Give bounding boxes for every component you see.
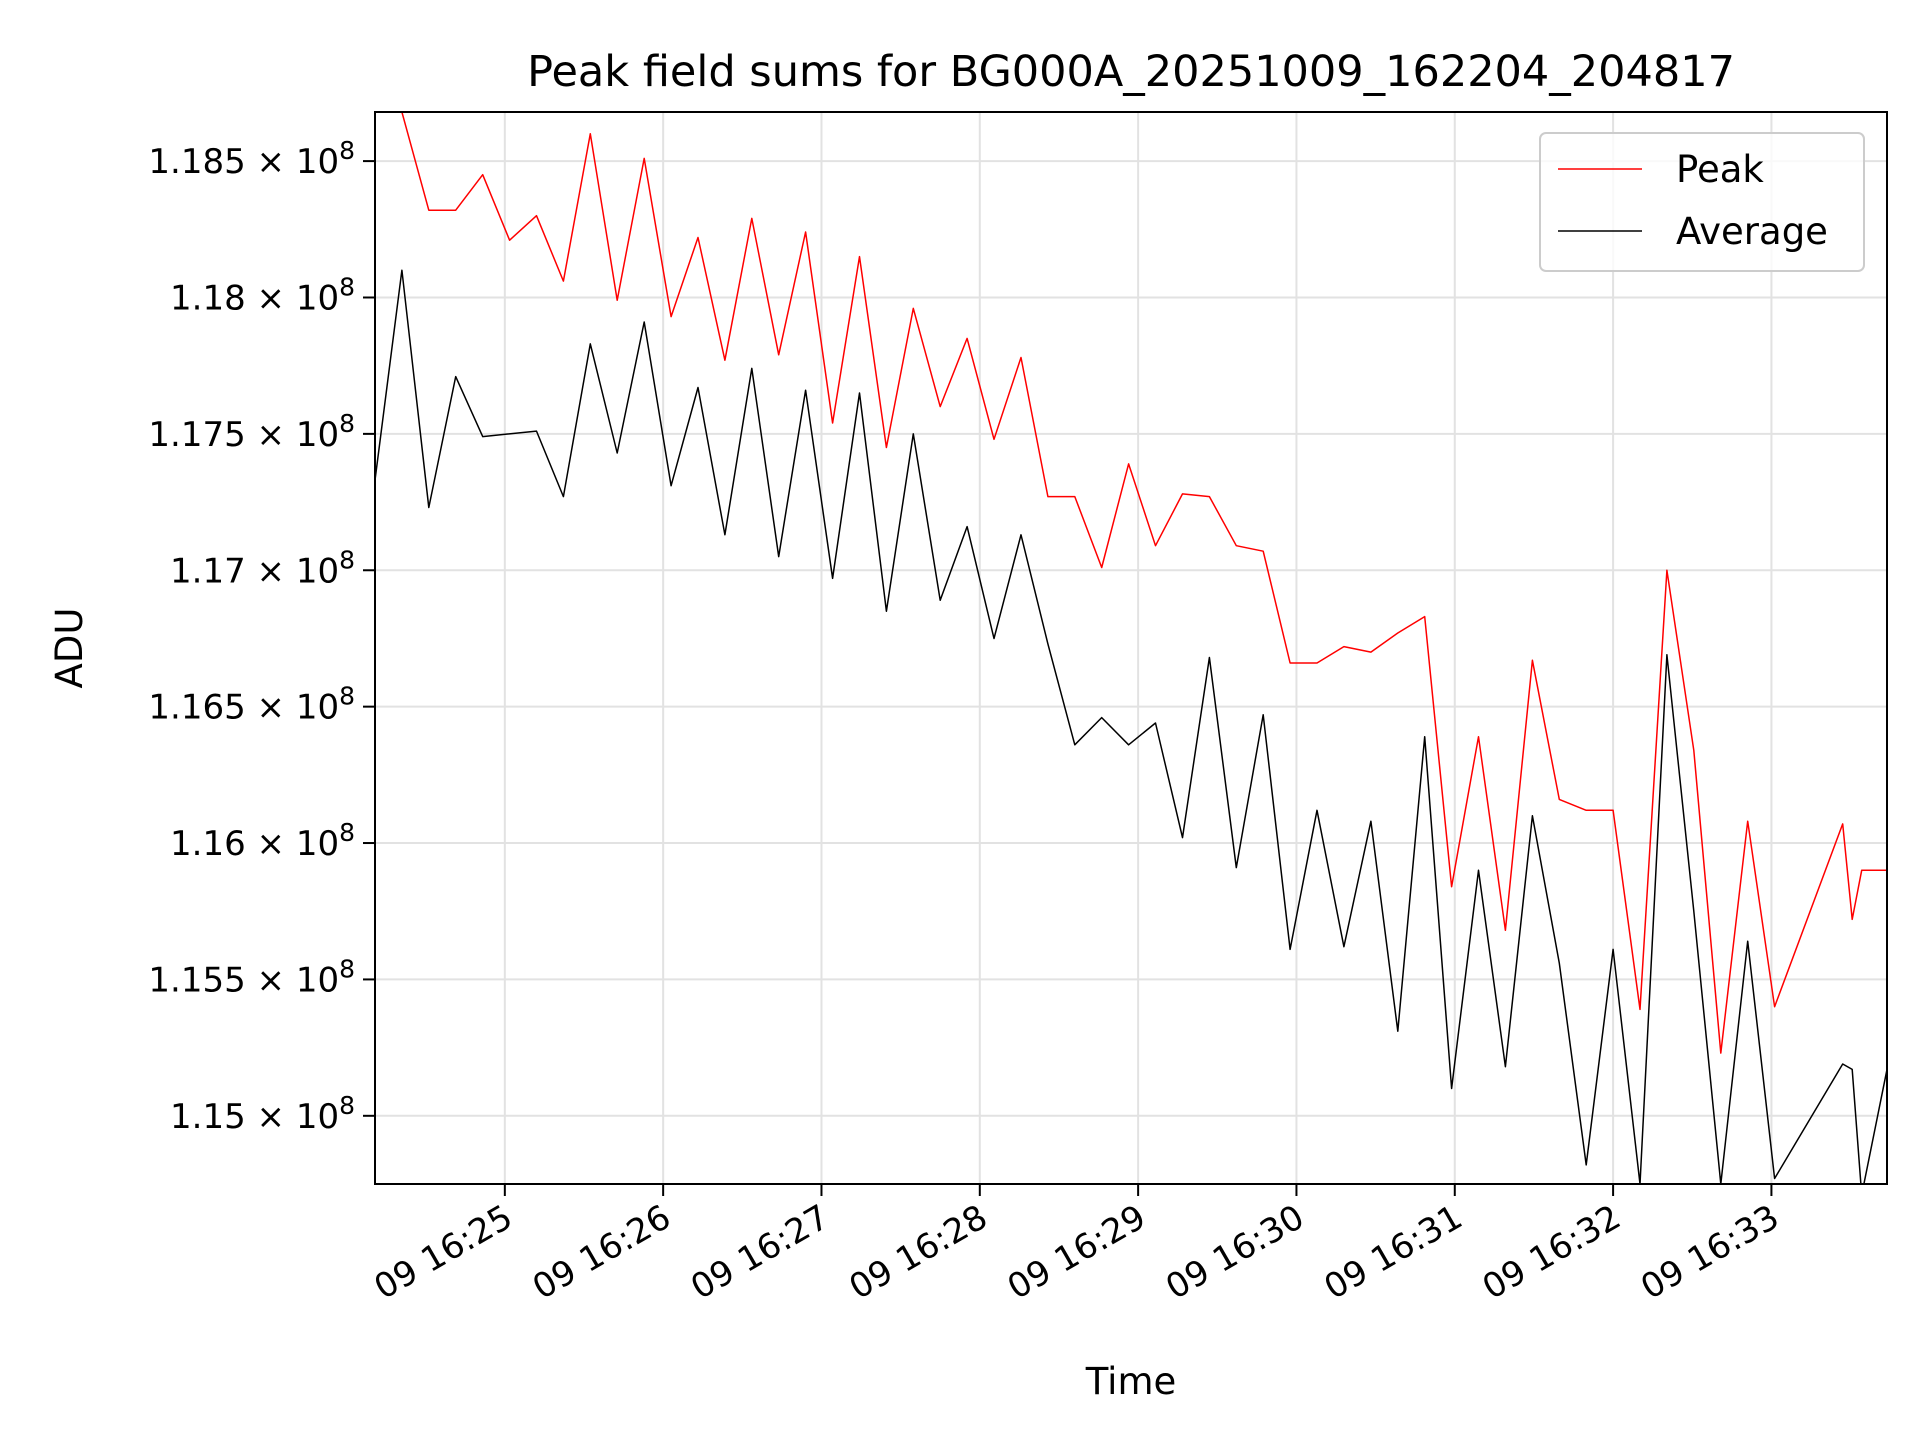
y-tick-label: 1.185 × 108 <box>148 136 355 182</box>
y-tick-label: 1.17 × 108 <box>170 545 355 591</box>
y-tick-label: 1.15 × 108 <box>170 1091 355 1137</box>
grid <box>375 112 1887 1184</box>
legend-label-average: Average <box>1676 210 1828 253</box>
plot-frame <box>374 111 1888 1185</box>
y-tick-label: 1.16 × 108 <box>170 818 355 864</box>
legend-box <box>1539 132 1865 272</box>
chart-title: Peak field sums for BG000A_20251009_1622… <box>527 47 1735 97</box>
legend: Peak Average <box>1539 132 1865 272</box>
legend-label-peak: Peak <box>1676 148 1764 191</box>
x-axis-label: Time <box>1085 1360 1177 1403</box>
y-axis: 1.15 × 108 1.155 × 108 1.16 × 108 1.165 × 1… <box>148 136 375 1137</box>
y-tick-label: 1.155 × 108 <box>148 954 355 1000</box>
y-tick-label: 1.165 × 108 <box>148 682 355 728</box>
y-tick-label: 1.175 × 108 <box>148 409 355 455</box>
series-line-average <box>375 269 1887 1184</box>
series-line-peak <box>375 112 1887 1054</box>
y-axis-label: ADU <box>48 608 91 689</box>
series-layer <box>375 112 1887 1184</box>
y-tick-label: 1.18 × 108 <box>170 272 355 318</box>
